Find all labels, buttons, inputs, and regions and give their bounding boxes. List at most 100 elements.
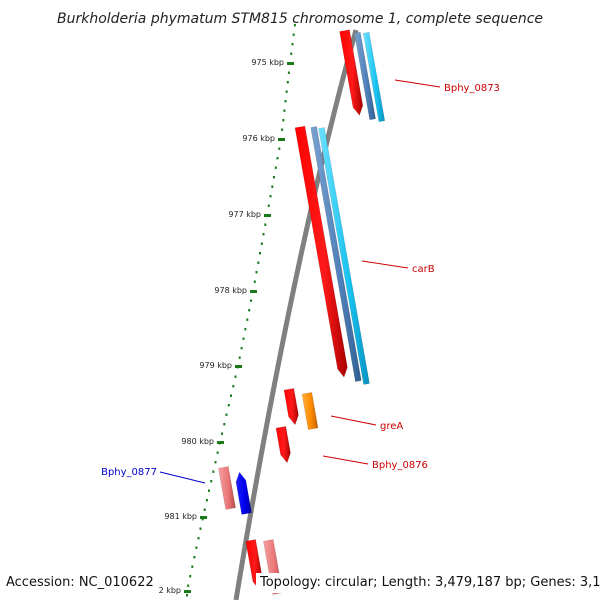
gene-label[interactable]: Bphy_0876 <box>372 460 428 471</box>
ruler-minor-tick <box>203 508 206 511</box>
label-leader-line <box>322 455 369 465</box>
gene-label[interactable]: Bphy_0877 <box>101 467 157 478</box>
ruler-minor-tick <box>189 575 192 578</box>
ruler-major-tick <box>235 365 242 368</box>
gene-bphy-0873 <box>339 29 364 116</box>
ruler-minor-tick <box>244 328 247 331</box>
ruler-minor-tick <box>293 24 296 27</box>
ruler-minor-tick <box>291 43 294 46</box>
gene-bphy-0877 <box>235 471 252 515</box>
gene-pink-feature <box>218 466 236 510</box>
gene-orange-feature <box>301 392 319 430</box>
gene-label[interactable]: carB <box>412 264 435 275</box>
ruler-minor-tick <box>259 252 261 255</box>
ruler-minor-tick <box>290 52 293 55</box>
ruler-minor-tick <box>191 565 194 568</box>
gene-features <box>218 29 386 595</box>
kbp-tick-label: 977 kbp <box>228 210 261 219</box>
ruler-minor-tick <box>285 90 288 93</box>
track-feature <box>362 31 386 123</box>
ruler-minor-tick <box>292 33 295 36</box>
gene-bphy-0876 <box>275 426 291 464</box>
ruler-minor-tick <box>208 489 210 492</box>
ruler-minor-tick <box>201 518 204 521</box>
ruler-minor-tick <box>187 584 190 587</box>
gene-labels: Bphy_0873 carB greA Bphy_0876 Bphy_0877 <box>101 79 500 484</box>
ruler-minor-tick <box>274 166 277 169</box>
gene-grea <box>283 388 299 426</box>
ruler-major-tick <box>264 214 271 217</box>
sequence-summary-text: Topology: circular; Length: 3,479,187 bp… <box>256 573 600 593</box>
ruler-minor-tick <box>216 451 219 454</box>
ruler-minor-tick <box>234 375 237 378</box>
ruler-minor-tick <box>225 413 228 416</box>
ruler-minor-tick <box>199 527 202 530</box>
ruler-minor-tick <box>283 109 286 112</box>
ruler-minor-tick <box>273 176 275 179</box>
ruler-minor-tick <box>195 546 198 549</box>
kbp-tick-label: 981 kbp <box>164 512 197 521</box>
accession-text: Accession: NC_010622 <box>6 573 158 593</box>
ruler-minor-tick <box>242 337 245 340</box>
gene-label[interactable]: Bphy_0873 <box>444 83 500 94</box>
label-leader-line <box>330 415 377 426</box>
ruler-minor-tick <box>227 404 230 407</box>
ruler-minor-tick <box>240 347 243 350</box>
ruler-minor-tick <box>223 423 226 426</box>
ruler-minor-tick <box>267 204 270 207</box>
track-feature <box>310 126 362 382</box>
ruler-minor-tick <box>246 318 249 321</box>
ruler-minor-tick <box>262 233 265 236</box>
ruler-minor-tick <box>264 223 267 226</box>
ruler-major-tick <box>184 590 191 593</box>
ruler-minor-tick <box>253 280 256 283</box>
ruler-major-tick <box>287 62 294 65</box>
ruler-minor-tick <box>230 394 232 397</box>
ruler-minor-tick <box>271 185 274 188</box>
ruler-minor-tick <box>287 71 290 74</box>
ruler-minor-tick <box>286 81 289 84</box>
kbp-tick-label: 982 kbp <box>148 586 181 595</box>
kbp-tick-label: 975 kbp <box>251 58 284 67</box>
track-feature <box>354 31 376 121</box>
ruler-minor-tick <box>186 594 188 597</box>
ruler-minor-tick <box>238 356 241 359</box>
kbp-tick-label: 978 kbp <box>214 286 247 295</box>
ruler-minor-tick <box>257 261 260 264</box>
label-leader-line <box>394 79 441 88</box>
ruler-minor-tick <box>221 432 223 435</box>
kbp-tick-label: 976 kbp <box>242 134 275 143</box>
label-leader-line <box>361 260 409 269</box>
ruler-minor-tick <box>197 537 200 540</box>
ruler-minor-tick <box>205 499 208 502</box>
ruler-minor-tick <box>281 128 284 131</box>
ruler-minor-tick <box>214 461 217 464</box>
ruler-major-tick <box>278 138 285 141</box>
ruler-minor-tick <box>255 271 258 274</box>
gene-carb <box>294 125 348 378</box>
ruler-minor-tick <box>282 119 285 122</box>
ruler-minor-tick <box>276 157 279 160</box>
ruler-minor-tick <box>210 480 213 483</box>
ruler-minor-tick <box>250 299 253 302</box>
ruler-minor-tick <box>212 470 215 473</box>
ruler-minor-tick <box>248 309 251 312</box>
gene-label[interactable]: greA <box>380 421 403 432</box>
ruler-minor-tick <box>260 242 263 245</box>
chromosome-backbone <box>233 29 359 600</box>
ruler-minor-tick <box>193 556 196 559</box>
ruler-major-tick <box>250 290 257 293</box>
kbp-tick-label: 979 kbp <box>199 361 232 370</box>
track-feature <box>318 127 370 385</box>
ruler-minor-tick <box>278 147 281 150</box>
map-title: Burkholderia phymatum STM815 chromosome … <box>57 11 543 27</box>
label-leader-line <box>159 471 206 484</box>
ruler-major-tick <box>200 516 207 519</box>
ruler-major-tick <box>217 441 224 444</box>
kbp-ruler: 975 kbp 976 kbp 977 kbp 978 kbp 979 kbp 980 k… <box>148 24 296 597</box>
kbp-tick-label: 980 kbp <box>181 437 214 446</box>
ruler-minor-tick <box>269 195 272 198</box>
ruler-minor-tick <box>232 385 235 388</box>
